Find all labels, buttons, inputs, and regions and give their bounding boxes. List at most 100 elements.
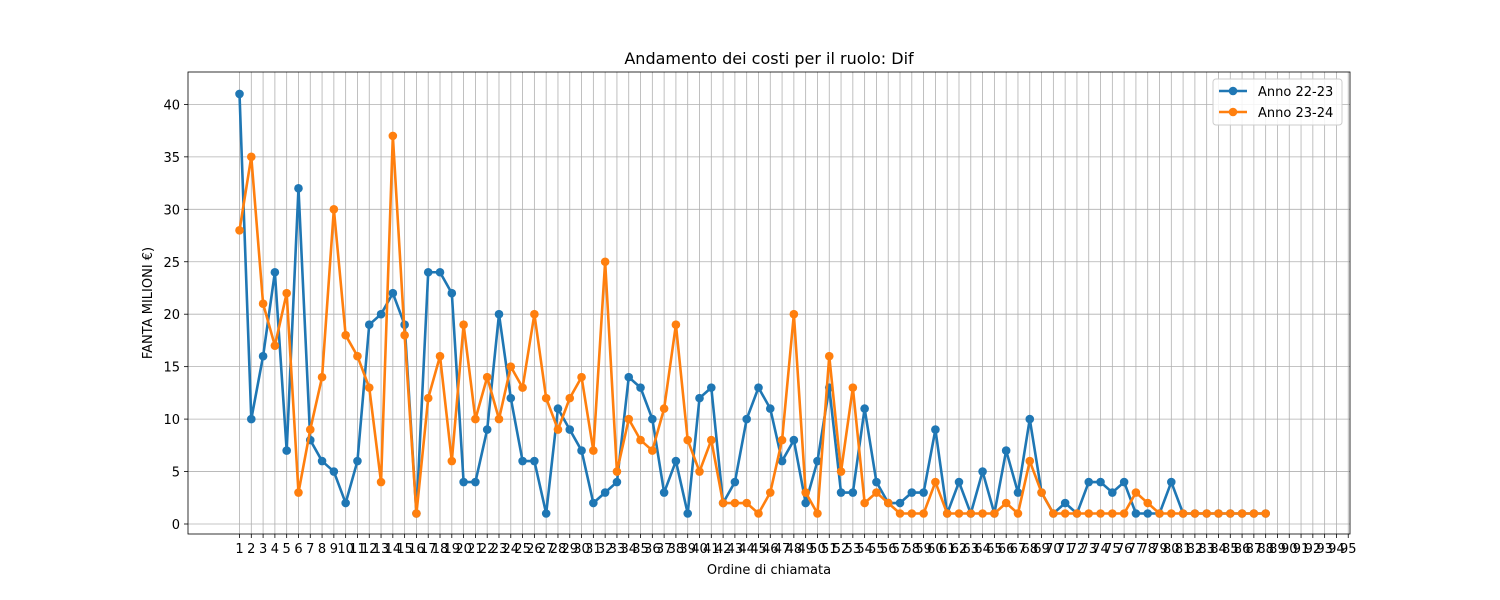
y-tick-label: 20 (163, 308, 180, 323)
x-tick-label: 74 (1092, 542, 1109, 557)
data-point (530, 309, 539, 319)
data-point (282, 446, 291, 455)
data-point (294, 488, 303, 497)
data-point (671, 456, 681, 466)
x-tick-label: 51 (821, 542, 838, 557)
data-point (978, 467, 987, 476)
x-tick-label: 60 (927, 542, 944, 557)
x-tick-label: 62 (951, 542, 968, 557)
data-point (1108, 509, 1117, 518)
data-point (235, 225, 244, 235)
x-tick-label: 5 (283, 542, 291, 557)
x-tick-label: 27 (538, 542, 555, 557)
data-point (848, 488, 858, 497)
x-tick-label: 68 (1021, 542, 1038, 557)
data-point (400, 330, 409, 340)
data-point (777, 456, 787, 466)
data-point (1001, 498, 1011, 508)
data-point (895, 498, 905, 508)
legend: Anno 22-23 Anno 23-24 (1212, 78, 1343, 126)
data-point (978, 509, 987, 518)
data-point (494, 414, 504, 424)
x-tick-label: 20 (455, 542, 472, 557)
data-point (376, 309, 386, 319)
data-point (376, 477, 386, 487)
data-point (494, 309, 504, 319)
data-point (364, 383, 374, 392)
data-point (471, 414, 480, 424)
data-point (683, 435, 693, 445)
x-tick-label: 10 (337, 542, 354, 557)
x-tick-label: 40 (691, 542, 708, 557)
data-point (565, 393, 575, 403)
legend-item: Anno 22-23 (1219, 85, 1333, 100)
x-tick-label: 73 (1080, 542, 1097, 557)
data-point (848, 383, 858, 392)
data-point (907, 509, 917, 518)
data-point (305, 425, 315, 434)
data-point (1249, 509, 1259, 518)
x-tick-label: 30 (573, 542, 590, 557)
data-point (813, 456, 822, 466)
data-point (789, 435, 799, 445)
data-point (648, 446, 657, 455)
data-point (553, 404, 563, 413)
x-tick-label: 11 (349, 542, 366, 557)
data-point (459, 477, 468, 487)
x-tick-label: 48 (786, 542, 803, 557)
data-point (388, 288, 398, 298)
data-point (435, 351, 445, 361)
data-point (589, 446, 598, 455)
data-point (1013, 509, 1023, 518)
data-point (742, 498, 751, 508)
x-tick-label: 37 (656, 542, 673, 557)
data-point (919, 488, 928, 497)
data-point (907, 488, 917, 497)
data-point (1025, 456, 1035, 466)
x-tick-label: 89 (1269, 542, 1286, 557)
data-point (931, 477, 940, 487)
data-point (353, 351, 362, 361)
data-point (754, 509, 763, 518)
data-point (459, 320, 468, 329)
data-point (1167, 477, 1176, 487)
data-point (765, 404, 775, 413)
data-point (518, 456, 527, 466)
x-tick-label: 44 (738, 542, 755, 557)
x-tick-label: 54 (856, 542, 873, 557)
data-point (872, 488, 881, 497)
x-tick-label: 77 (1128, 542, 1145, 557)
data-point (423, 393, 433, 403)
y-tick-label: 15 (163, 361, 180, 376)
data-point (1214, 509, 1223, 518)
data-point (707, 383, 716, 392)
y-tick-label: 30 (163, 203, 180, 218)
data-point (648, 414, 657, 424)
x-tick-label: 80 (1163, 542, 1180, 557)
data-point (777, 435, 787, 445)
data-point (341, 330, 350, 340)
x-tick-label: 56 (880, 542, 897, 557)
data-point (1155, 509, 1164, 518)
data-point (589, 498, 598, 508)
data-point (447, 456, 457, 466)
x-tick-label: 32 (597, 542, 614, 557)
data-point (1119, 477, 1129, 487)
x-tick-label: 45 (750, 542, 767, 557)
data-point (730, 498, 740, 508)
data-point (966, 509, 976, 518)
data-point (364, 320, 374, 329)
x-tick-label: 14 (385, 542, 402, 557)
data-point (895, 509, 905, 518)
data-point (246, 152, 256, 162)
x-tick-label: 52 (833, 542, 850, 557)
x-tick-label: 33 (609, 542, 626, 557)
data-point (872, 477, 881, 487)
x-tick-label: 21 (467, 542, 484, 557)
x-tick-label: 24 (503, 542, 520, 557)
x-axis-title: Ordine di chiamata (707, 563, 831, 578)
x-tick-label: 26 (526, 542, 543, 557)
x-tick-label: 17 (420, 542, 437, 557)
x-tick-label: 9 (330, 542, 338, 557)
data-point (541, 509, 551, 518)
